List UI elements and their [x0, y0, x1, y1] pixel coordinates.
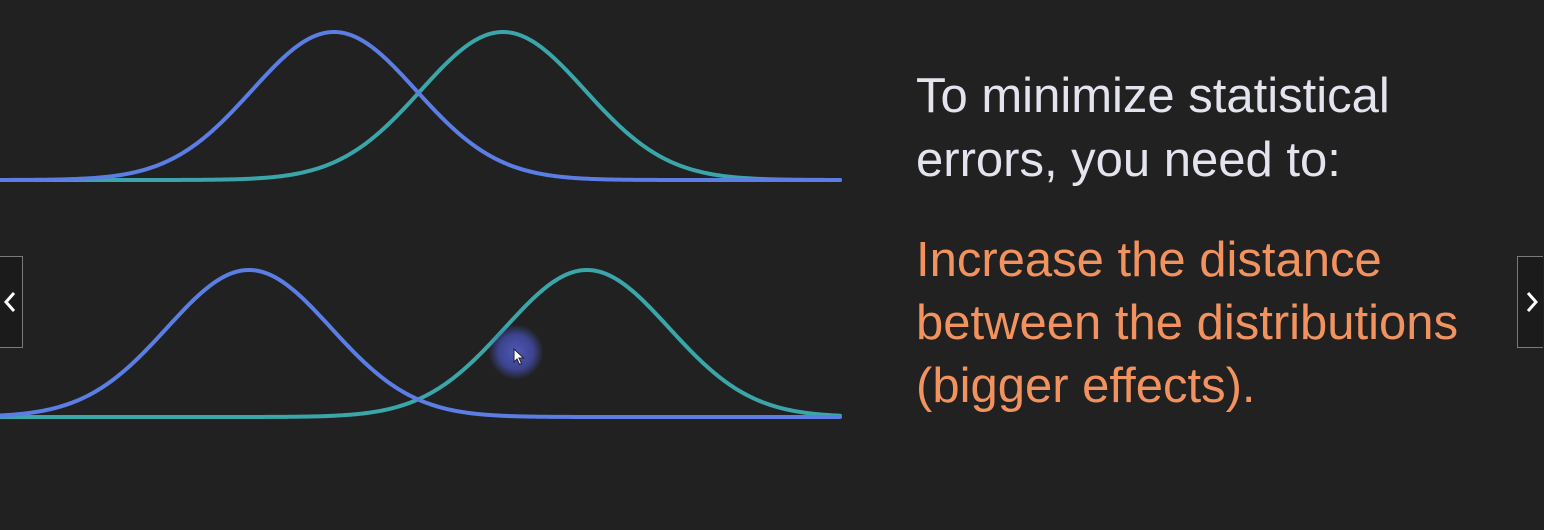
- distribution-curves: [0, 29, 842, 419]
- mouse-cursor-icon: [513, 348, 525, 366]
- top-null-curve: [0, 29, 842, 182]
- next-slide-button[interactable]: [1517, 256, 1543, 348]
- top-distribution-pair: [0, 29, 842, 182]
- chevron-right-icon: [1526, 292, 1538, 312]
- chevron-left-icon: [3, 292, 15, 312]
- top-alternative-curve: [0, 30, 842, 182]
- slide-highlight-text: Increase the distance between the distri…: [916, 233, 1459, 413]
- previous-slide-button[interactable]: [0, 256, 23, 348]
- bottom-alternative-curve: [0, 268, 842, 419]
- bottom-distribution-pair: [0, 268, 842, 419]
- slide-heading: To minimize statistical errors, you need…: [916, 69, 1390, 187]
- bottom-null-curve: [0, 268, 842, 419]
